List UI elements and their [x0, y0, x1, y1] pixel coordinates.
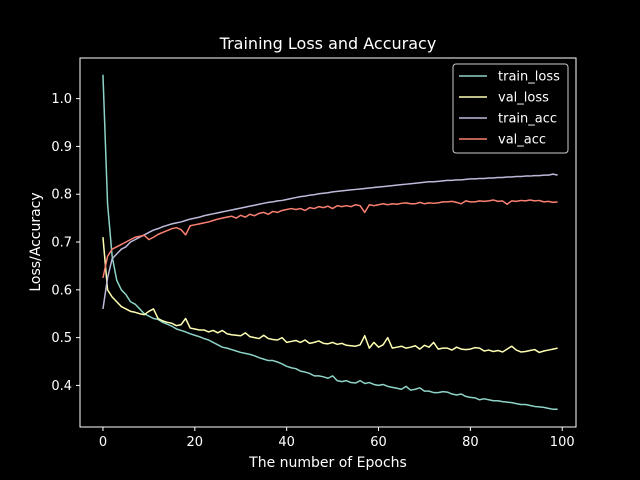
series-line-train-loss	[102, 74, 558, 411]
x-tick-label: 60	[370, 435, 387, 450]
series-line-train-acc	[102, 173, 558, 310]
x-axis-title: The number of Epochs	[248, 455, 407, 471]
y-tick-label: 1.0	[51, 92, 72, 107]
y-tick-label: 0.9	[51, 140, 72, 155]
y-axis-ticks: 0.4 0.5 0.6 0.7 0.8 0.9 1.0	[51, 92, 80, 394]
legend-label-val-loss: val_loss	[498, 91, 549, 106]
legend-label-train-acc: train_acc	[498, 112, 557, 127]
y-axis-title: Loss/Accuracy	[28, 192, 44, 291]
x-tick-label: 0	[99, 435, 107, 450]
series-line-val-acc	[102, 199, 558, 279]
chart-title: Training Loss and Accuracy	[219, 34, 437, 53]
legend-label-val-acc: val_acc	[498, 133, 546, 148]
x-tick-label: 100	[550, 435, 575, 450]
y-tick-label: 0.7	[51, 236, 72, 251]
x-tick-label: 40	[278, 435, 295, 450]
y-tick-label: 0.4	[51, 379, 72, 394]
plot-lines	[102, 74, 558, 411]
legend-box	[452, 63, 569, 154]
x-axis-ticks: 0 20 40 60 80 100	[99, 427, 575, 450]
x-tick-label: 80	[462, 435, 479, 450]
series-line-val-loss	[102, 237, 558, 354]
y-tick-label: 0.6	[51, 283, 72, 298]
legend: train_loss val_loss train_acc val_acc	[452, 63, 569, 154]
y-tick-label: 0.8	[51, 188, 72, 203]
y-tick-label: 0.5	[51, 331, 72, 346]
legend-label-train-loss: train_loss	[498, 70, 560, 85]
x-tick-label: 20	[187, 435, 204, 450]
